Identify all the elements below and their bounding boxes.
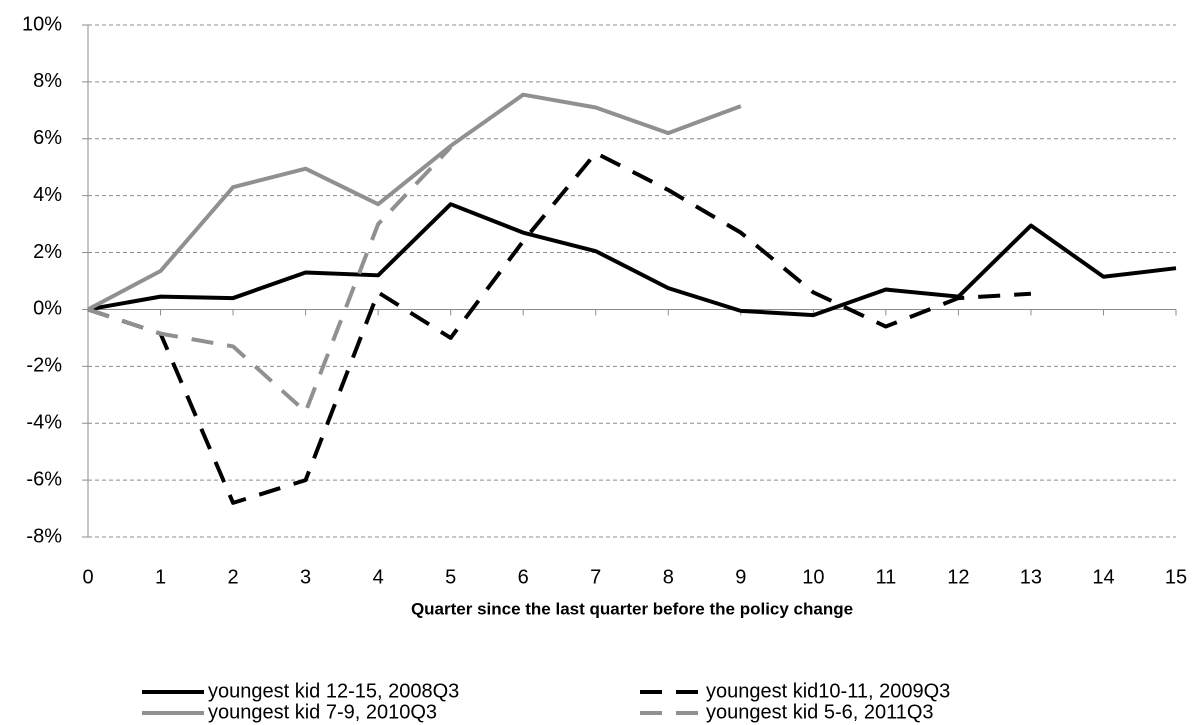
x-tick-label: 15 <box>1165 566 1187 588</box>
series-line <box>87 92 742 312</box>
legend-label: youngest kid10-11, 2009Q3 <box>706 680 950 702</box>
x-tick-label: 13 <box>1020 566 1042 588</box>
x-tick-label: 6 <box>518 566 529 588</box>
x-tick-label: 11 <box>875 566 896 588</box>
x-tick-label: 7 <box>590 566 601 588</box>
x-tick-label: 10 <box>802 566 824 588</box>
y-tick-label: 6% <box>33 127 62 149</box>
series-line <box>87 151 1032 505</box>
x-tick-label: 12 <box>947 566 969 588</box>
x-axis-title: Quarter since the last quarter before th… <box>411 599 853 618</box>
legend-label: youngest kid 7-9, 2010Q3 <box>208 701 437 723</box>
y-tick-label: 8% <box>33 70 62 92</box>
series-line <box>87 145 453 414</box>
x-tick-label: 9 <box>735 566 746 588</box>
legend-label: youngest kid 12-15, 2008Q3 <box>208 680 459 702</box>
x-tick-label: 0 <box>82 566 93 588</box>
x-tick-label: 4 <box>373 566 384 588</box>
x-tick-label: 2 <box>228 566 239 588</box>
x-tick-label: 8 <box>663 566 674 588</box>
x-tick-label: 1 <box>155 566 166 588</box>
y-tick-label: -4% <box>26 412 62 434</box>
y-tick-label: 2% <box>33 241 62 263</box>
x-tick-label: 14 <box>1092 566 1114 588</box>
y-tick-label: -2% <box>26 355 62 377</box>
legend-label: youngest kid 5-6, 2011Q3 <box>706 701 934 723</box>
x-tick-label: 5 <box>445 566 456 588</box>
y-tick-label: -6% <box>26 468 62 490</box>
y-tick-label: -8% <box>26 525 62 547</box>
y-tick-label: 10% <box>22 13 62 35</box>
y-tick-label: 4% <box>33 184 62 206</box>
y-tick-label: 0% <box>33 298 62 320</box>
x-tick-label: 3 <box>300 566 311 588</box>
series-line <box>87 202 1177 318</box>
